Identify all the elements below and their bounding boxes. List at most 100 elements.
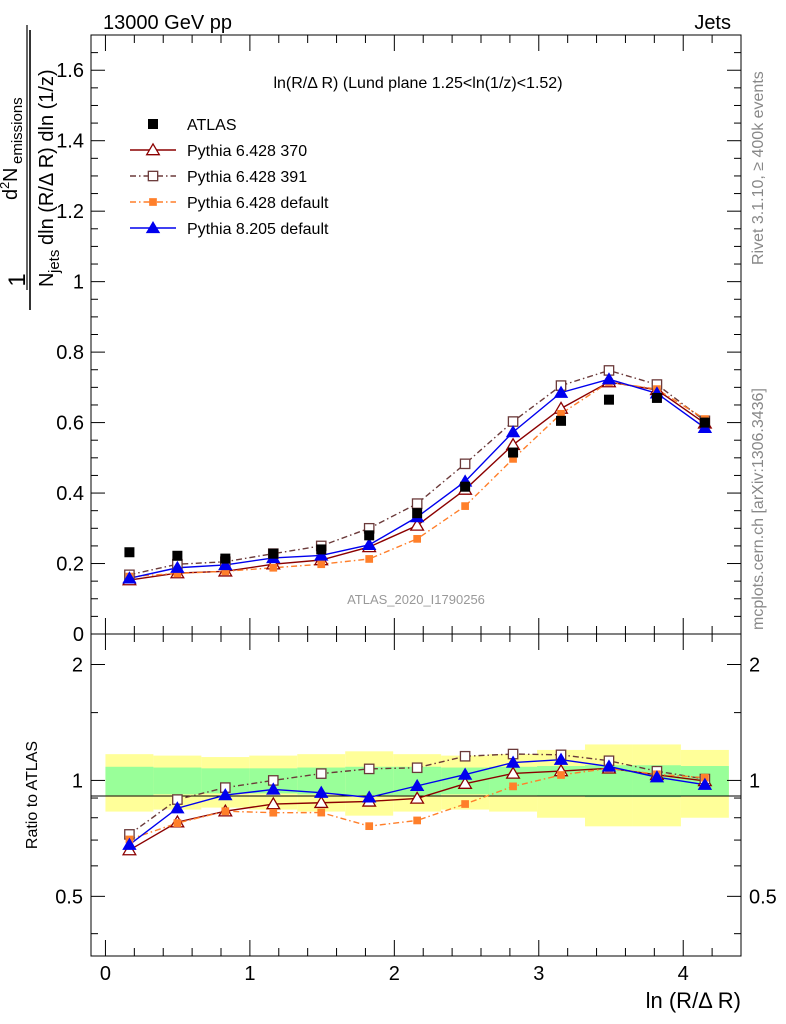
y-label-den-jets: jets xyxy=(46,250,63,274)
atlas-data-point xyxy=(316,544,327,555)
series-0-ratio-point xyxy=(505,766,521,779)
series-1-ratio-point xyxy=(411,762,423,774)
series-2-point xyxy=(557,409,565,418)
category-label: Jets xyxy=(694,12,731,34)
series-2-point xyxy=(365,555,374,563)
lower-y-axis: 0.5 0.5 1 1 2 2 xyxy=(55,654,777,935)
series-line-0 xyxy=(129,381,706,581)
series-3-ratio-point xyxy=(505,755,521,768)
series-3-ratio-point xyxy=(314,785,329,798)
upper-y-tick-label: 0.4 xyxy=(56,483,84,505)
series-2-point xyxy=(221,567,230,576)
ratio-y-tick-label-right: 1 xyxy=(749,770,760,792)
y-label-den-n: N xyxy=(36,273,58,287)
series-1-point xyxy=(459,458,471,470)
atlas-data-point xyxy=(172,550,183,561)
series-2-ratio-point xyxy=(269,808,278,817)
series-0-ratio-point xyxy=(409,791,425,804)
series-3-ratio-point xyxy=(697,777,713,790)
legend-label: Pythia 6.428 391 xyxy=(187,169,307,186)
lower-panel: 0.5 0.5 1 1 2 2 0 1 2 3 4 Ratio to ATLAS ln (R/Δ … xyxy=(24,633,777,1013)
series-3-ratio-point xyxy=(457,767,473,780)
series-3-point xyxy=(314,548,329,561)
series-0-ratio-point xyxy=(313,795,329,809)
upper-y-tick-label: 0.8 xyxy=(56,342,84,364)
atlas-data-point xyxy=(268,548,279,559)
series-2-ratio-point xyxy=(557,771,565,779)
lower-frame xyxy=(90,633,742,957)
series-line-2 xyxy=(129,381,706,578)
series-2-point xyxy=(461,502,469,510)
series-2-ratio-point xyxy=(509,782,517,791)
series-3-ratio-point xyxy=(601,759,617,772)
upper-y-tick-label: 0 xyxy=(73,624,84,646)
ratio-y-tick-label-left: 2 xyxy=(72,654,83,676)
legend-marker xyxy=(148,119,158,129)
series-3-point xyxy=(505,425,521,438)
legend-marker xyxy=(147,170,159,182)
legend-label: Pythia 8.205 default xyxy=(187,221,329,238)
x-axis-label: ln (R/Δ R) xyxy=(646,988,741,1013)
lower-series xyxy=(121,748,713,856)
series-2-ratio-point xyxy=(317,808,326,817)
series-3-point xyxy=(170,560,185,573)
atlas-data-point xyxy=(699,417,710,428)
atlas-data-point xyxy=(556,415,567,426)
atlas-data-point xyxy=(603,394,614,405)
series-2-ratio-point xyxy=(365,822,374,831)
series-3-point xyxy=(218,557,233,571)
atlas-data-point xyxy=(220,553,231,564)
series-3-ratio-point xyxy=(409,778,425,792)
series-0-point xyxy=(409,518,425,531)
series-3-point xyxy=(361,537,377,551)
legend-label: Pythia 6.428 370 xyxy=(187,143,307,160)
x-tick-label: 1 xyxy=(244,963,255,985)
legend: ATLAS Pythia 6.428 370 Pythia 6.428 391 Pyt… xyxy=(130,117,329,238)
series-2-point xyxy=(413,535,422,543)
series-1-ratio-point xyxy=(363,763,375,775)
atlas-data-point xyxy=(508,447,519,458)
upper-y-tick-label: 1.6 xyxy=(56,60,84,82)
ratio-y-tick-label-left: 0.5 xyxy=(55,886,83,908)
series-3-ratio-point xyxy=(553,752,569,765)
x-tick-label: 0 xyxy=(100,963,111,985)
series-2-ratio-point xyxy=(413,816,422,825)
series-3-point xyxy=(122,571,137,584)
legend-marker xyxy=(145,220,161,234)
series-3-ratio-point xyxy=(361,790,377,803)
upper-y-label: 1 d 2 N emissions N jets dln (R/Δ R) dln… xyxy=(0,25,63,310)
ratio-y-tick-label-right: 0.5 xyxy=(749,886,777,908)
atlas-data-point xyxy=(364,530,375,541)
legend-marker xyxy=(149,198,157,206)
upper-y-tick-label: 1.2 xyxy=(56,201,84,223)
y-label-num-2: 2 xyxy=(0,182,12,189)
plot-title: ln(R/Δ R) (Lund plane 1.25<ln(1/z)<1.52) xyxy=(273,75,562,92)
series-3-point xyxy=(601,372,617,385)
series-1-ratio-point xyxy=(459,750,471,762)
series-0-ratio-point xyxy=(457,776,473,789)
upper-y-tick-label: 0.2 xyxy=(56,554,84,576)
upper-y-tick-label: 0.6 xyxy=(56,413,84,435)
series-2-ratio-point xyxy=(173,819,182,827)
legend-label: Pythia 6.428 default xyxy=(187,195,329,212)
series-2-point xyxy=(173,569,182,578)
upper-y-axis: 0 0.2 0.4 0.6 0.8 1 1.2 1.4 1.6 xyxy=(56,34,741,646)
upper-y-tick-label: 1.4 xyxy=(56,131,84,153)
y-label-frac-one: 1 xyxy=(4,273,31,286)
series-3-ratio-point xyxy=(170,801,185,814)
series-3-point xyxy=(553,385,569,398)
lower-x-axis: 0 1 2 3 4 xyxy=(100,634,742,985)
series-line-1 xyxy=(129,369,706,576)
y-label-num-d: d xyxy=(0,189,22,200)
upper-series xyxy=(121,365,713,586)
x-tick-label: 3 xyxy=(533,963,544,985)
atlas-data-point xyxy=(460,481,471,492)
series-2-point xyxy=(317,560,326,569)
upper-y-tick-label: 1 xyxy=(73,272,84,294)
upper-panel: 0 0.2 0.4 0.6 0.8 1 1.2 1.4 1.6 ln(R/Δ R) (Lund … xyxy=(0,25,742,646)
ratio-y-label: Ratio to ATLAS xyxy=(24,741,41,849)
upper-x-ticks xyxy=(104,35,742,634)
series-0-ratio-point xyxy=(265,796,281,810)
rivet-label: Rivet 3.1.10, ≥ 400k events xyxy=(750,71,767,265)
